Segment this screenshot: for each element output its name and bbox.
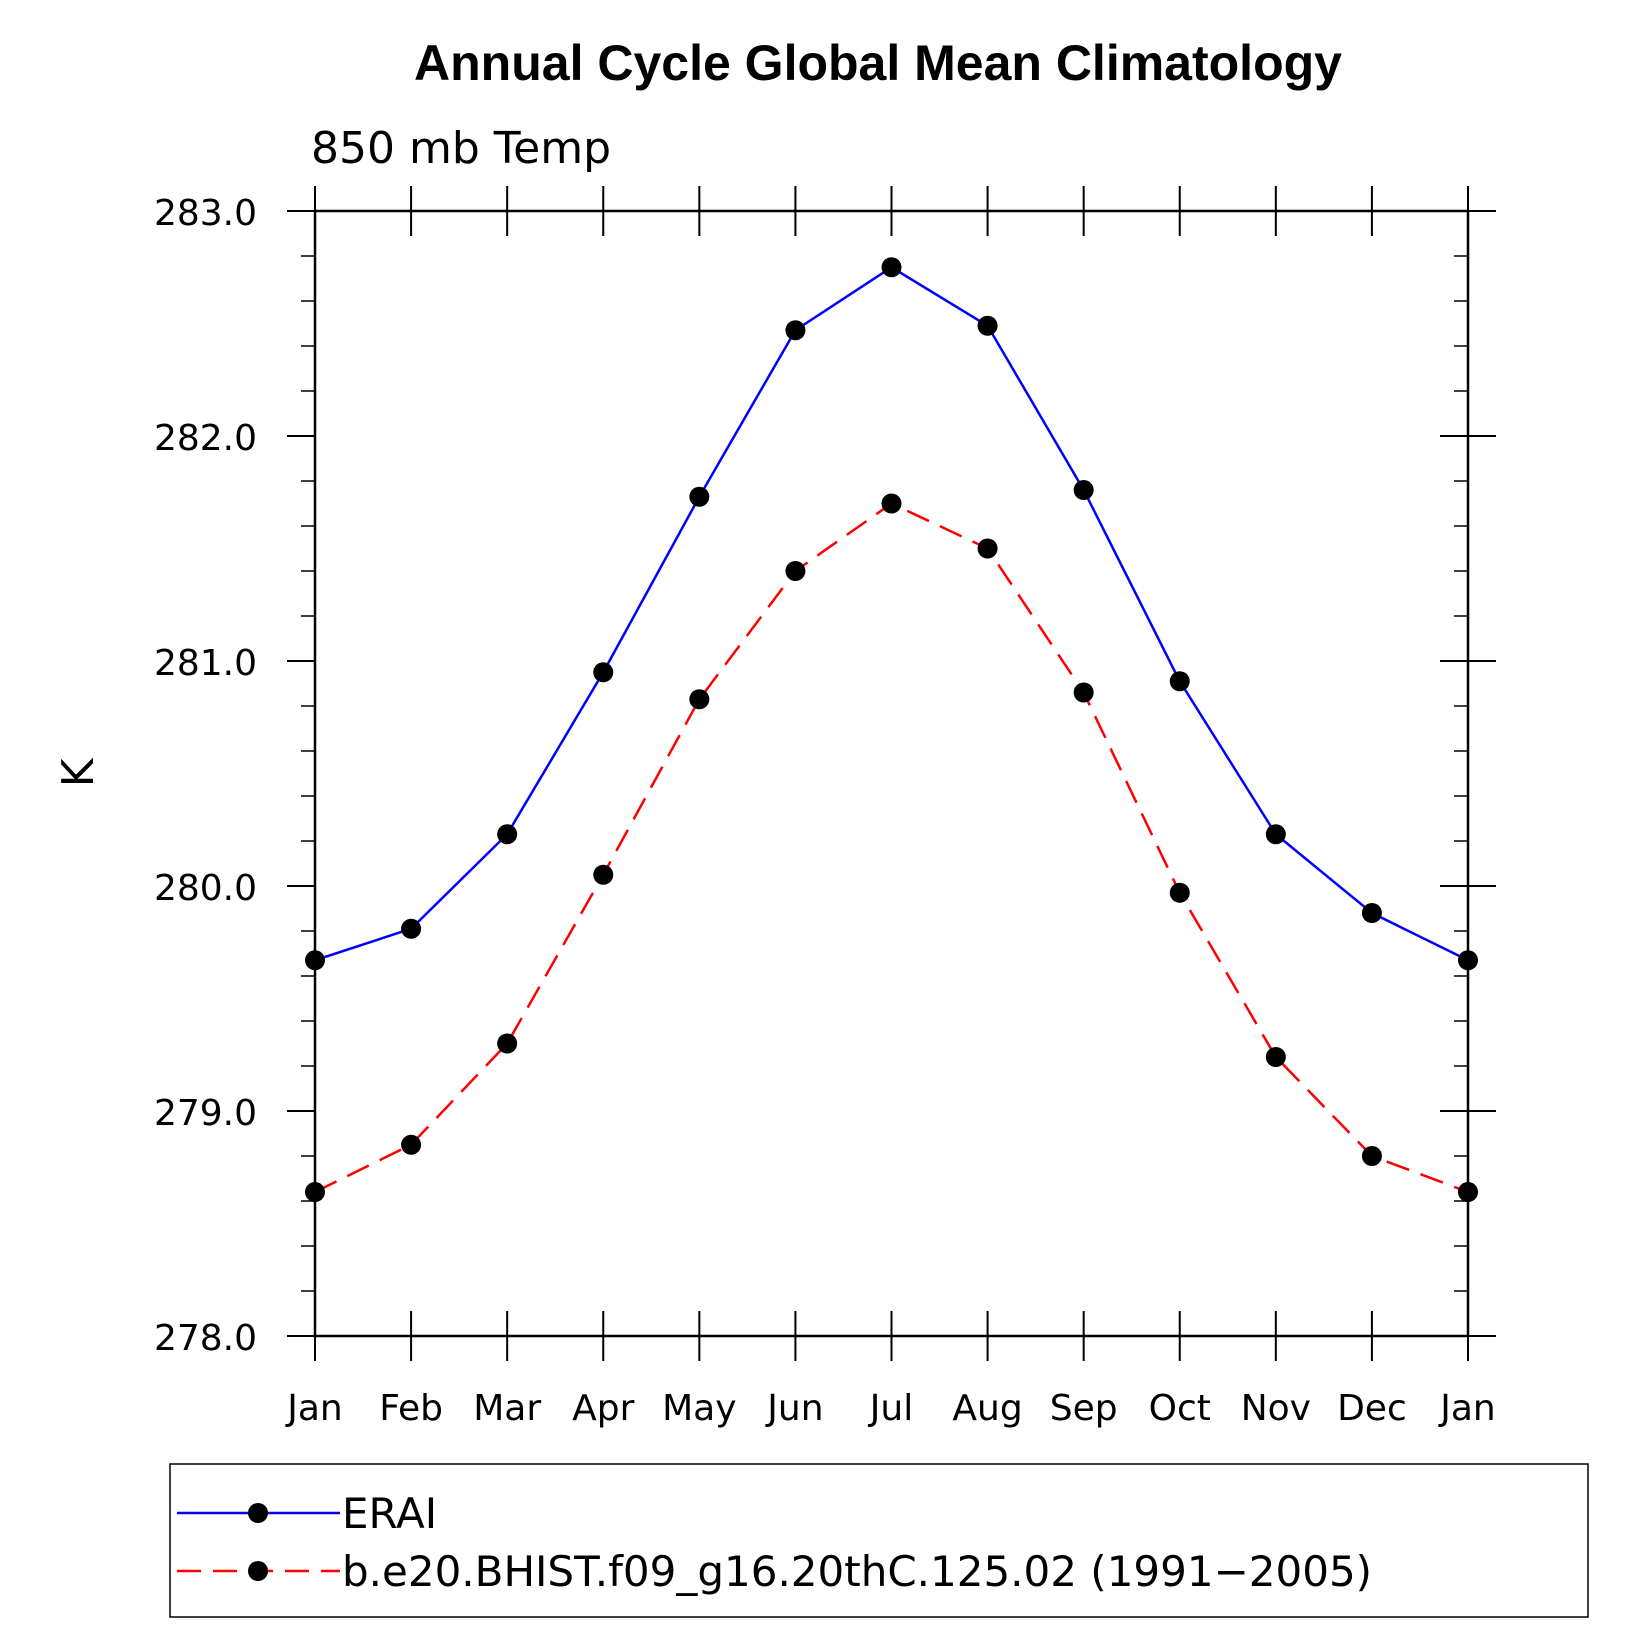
data-point: [593, 864, 614, 885]
data-point: [1361, 903, 1382, 923]
data-point: [1265, 824, 1286, 845]
chart-title: Annual Cycle Global Mean Climatology: [414, 35, 1342, 91]
data-point: [785, 320, 806, 341]
data-point: [497, 1033, 518, 1054]
data-point: [401, 918, 422, 939]
y-tick-label: 281.0: [154, 643, 257, 684]
x-tick-label: Apr: [572, 1388, 634, 1429]
x-tick-label: Jan: [285, 1388, 343, 1429]
series-line-1: [314, 265, 1469, 962]
legend-label: ERAI: [342, 1489, 437, 1538]
data-point: [689, 689, 710, 710]
data-point: [1361, 1146, 1382, 1166]
data-point: [1458, 950, 1478, 971]
x-tick-label: Jan: [1438, 1388, 1496, 1429]
data-point: [401, 1134, 422, 1155]
y-tick-label: 283.0: [154, 193, 257, 234]
y-axis-label: K: [53, 757, 104, 787]
legend-marker: [248, 1561, 268, 1581]
data-point: [1073, 480, 1094, 500]
x-tick-label: Mar: [473, 1388, 541, 1429]
plot-frame: [313, 209, 1470, 1338]
data-point: [689, 486, 710, 507]
series-layer: [305, 257, 1478, 1202]
y-tick-label: 279.0: [154, 1093, 257, 1134]
x-tick-label: May: [662, 1388, 736, 1429]
x-tick-label: Aug: [952, 1388, 1022, 1429]
series-line-2: [314, 502, 1469, 1194]
data-point: [497, 824, 518, 845]
chart-subtitle: 850 mb Temp: [311, 123, 611, 174]
x-tick-label: Oct: [1149, 1388, 1211, 1429]
y-tick-label: 282.0: [154, 418, 257, 459]
legend-label: b.e20.BHIST.f09_g16.20thC.125.02 (1991−2…: [342, 1547, 1372, 1596]
x-tick-label: Nov: [1241, 1388, 1311, 1429]
data-point: [1169, 882, 1190, 903]
data-point: [1265, 1047, 1286, 1067]
data-point: [977, 538, 998, 559]
x-tick-label: Jul: [868, 1388, 913, 1429]
x-tick-label: Feb: [379, 1388, 443, 1429]
data-point: [785, 561, 806, 581]
data-point: [881, 257, 902, 278]
axes: Jan Feb Mar Apr May Jun Jul Aug Sep Oct Nov Dec Jan 2…: [154, 186, 1496, 1429]
x-tick-label: Sep: [1050, 1388, 1118, 1429]
data-point: [881, 493, 902, 514]
y-tick-label: 278.0: [154, 1318, 257, 1359]
legend-marker: [248, 1503, 268, 1523]
data-point: [305, 1182, 325, 1202]
data-point: [305, 950, 325, 971]
data-point: [1169, 671, 1190, 692]
y-tick-label: 280.0: [154, 868, 257, 909]
legend: ERAI b.e20.BHIST.f09_g16.20thC.125.02 (19…: [169, 1463, 1589, 1618]
x-tick-label: Jun: [765, 1388, 823, 1429]
legend-box: [169, 1463, 1589, 1618]
data-point: [977, 315, 998, 336]
data-point: [1458, 1182, 1478, 1202]
x-tick-label: Dec: [1337, 1388, 1407, 1429]
data-point: [1073, 682, 1094, 703]
data-point: [593, 662, 614, 683]
